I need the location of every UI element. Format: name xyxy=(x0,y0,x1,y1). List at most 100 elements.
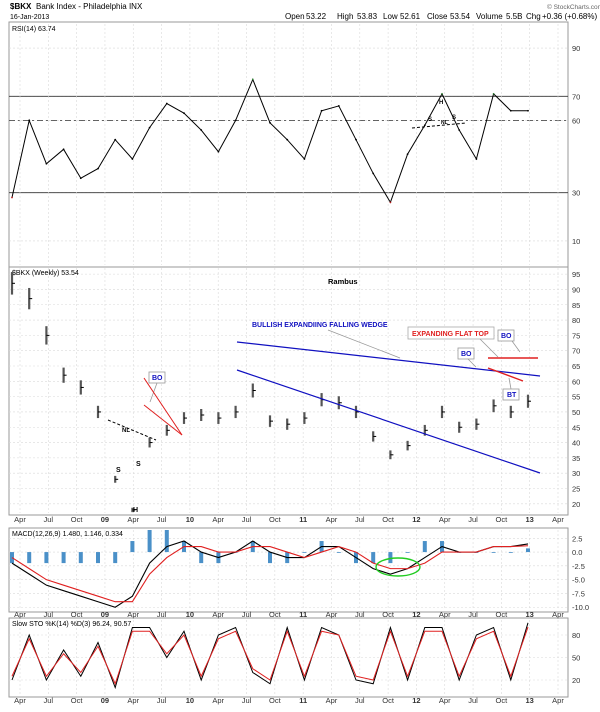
macd-line xyxy=(11,540,529,608)
rsi-point xyxy=(11,196,13,199)
y-tick-label: -10.0 xyxy=(572,603,589,612)
header-name: Bank Index - Philadelphia INX xyxy=(36,2,143,11)
sto-label: Slow STO %K(14) %D(3) 96.24, 90.57 xyxy=(12,621,131,628)
macd-label: MACD(12,26,9) 1.480, 1.146, 0.334 xyxy=(12,531,123,538)
bo-box-2 xyxy=(457,347,475,360)
svg-text:53.83: 53.83 xyxy=(357,12,378,21)
x-tick-label: Jul xyxy=(468,515,478,524)
y-tick-label: 40 xyxy=(572,439,580,448)
x-tick-label: Jul xyxy=(157,696,167,705)
y-tick-label: 55 xyxy=(572,393,580,402)
y-tick-label: 30 xyxy=(572,469,580,478)
bo-label-3: BO xyxy=(501,333,512,340)
y-tick-label: 90 xyxy=(572,44,580,53)
y-tick-label: 80 xyxy=(572,316,580,325)
x-tick-label: 13 xyxy=(526,610,534,619)
bo-box-3 xyxy=(497,329,515,342)
rsi-point xyxy=(286,138,289,141)
x-tick-label: 11 xyxy=(299,515,307,524)
macd-histogram-bar xyxy=(405,552,410,553)
x-tick-label: Apr xyxy=(14,696,26,705)
y-tick-label: 30 xyxy=(572,189,580,198)
svg-text:5.5B: 5.5B xyxy=(506,12,522,21)
x-tick-label: Oct xyxy=(269,696,282,705)
flat-top-leader xyxy=(479,338,499,358)
x-tick-label: Oct xyxy=(71,696,84,705)
x-tick-label: Apr xyxy=(212,610,224,619)
x-tick-label: Apr xyxy=(127,696,139,705)
neckline-tag: NL xyxy=(122,428,130,434)
rsi-point xyxy=(389,201,392,204)
y-tick-label: 70 xyxy=(572,92,580,101)
macd-histogram-bar xyxy=(388,552,393,564)
flag-lower-line xyxy=(143,404,183,436)
x-tick-label: 10 xyxy=(186,610,194,619)
macd-histogram-bar xyxy=(199,552,204,564)
x-tick-label: Apr xyxy=(127,515,139,524)
y-tick-label: -2.5 xyxy=(572,562,585,571)
flag-upper-line xyxy=(143,377,183,436)
rsi-point xyxy=(97,167,99,170)
x-tick-label: 13 xyxy=(526,515,534,524)
x-tick-label: Jul xyxy=(242,515,252,524)
price-label: $BKX (Weekly) 53.54 xyxy=(12,270,79,277)
x-tick-label: Oct xyxy=(269,610,282,619)
svg-text:53.22: 53.22 xyxy=(306,12,327,21)
x-tick-label: Jul xyxy=(44,696,54,705)
macd-histogram-bar xyxy=(27,552,32,564)
rsi-point xyxy=(492,92,495,95)
svg-text:High: High xyxy=(337,12,353,21)
rsi-point xyxy=(79,177,82,180)
macd-histogram-bar xyxy=(422,541,427,553)
rsi-point xyxy=(441,92,443,95)
rsi-point xyxy=(475,158,478,160)
y-tick-label: 85 xyxy=(572,301,580,310)
rsi-point xyxy=(458,129,461,131)
x-tick-label: Oct xyxy=(71,610,84,619)
sto-k-line xyxy=(11,622,529,690)
y-tick-label: 45 xyxy=(572,423,580,432)
x-tick-label: Apr xyxy=(439,696,451,705)
header-date: 16-Jan-2013 xyxy=(10,14,49,21)
y-tick-label: 70 xyxy=(572,347,580,356)
rsi-point xyxy=(234,119,237,122)
y-tick-label: 65 xyxy=(572,362,580,371)
x-tick-label: Jul xyxy=(355,515,365,524)
flat-top-label: EXPANDING FLAT TOP xyxy=(412,331,489,338)
sto-d-line xyxy=(11,626,529,686)
rsi-point xyxy=(217,150,220,153)
x-tick-label: Apr xyxy=(439,515,451,524)
y-tick-label: 60 xyxy=(572,377,580,386)
rsi-point xyxy=(251,78,254,81)
rsi-point xyxy=(303,158,306,160)
x-tick-label: Apr xyxy=(326,610,338,619)
x-tick-label: Oct xyxy=(382,610,395,619)
y-tick-label: 10 xyxy=(572,237,580,246)
y-tick-label: 50 xyxy=(572,408,580,417)
rsi-point xyxy=(62,148,65,151)
x-tick-label: Jul xyxy=(242,610,252,619)
bo-label-1: BO xyxy=(152,375,163,382)
x-tick-label: 12 xyxy=(412,610,420,619)
wedge-lower-line xyxy=(236,369,541,474)
watermark: © StockCharts.com xyxy=(547,3,600,11)
rsi-point xyxy=(165,102,168,105)
macd-histogram-bar xyxy=(371,552,376,564)
x-tick-label: Oct xyxy=(71,515,84,524)
rsi-left-shoulder-label: S xyxy=(428,117,432,123)
x-tick-label: 12 xyxy=(412,515,420,524)
rsi-point xyxy=(355,138,357,141)
rsi-point xyxy=(509,109,512,112)
y-tick-label: 2.5 xyxy=(572,534,582,543)
bo-leader-3 xyxy=(511,340,521,353)
price-panel xyxy=(8,266,569,516)
rsi-point xyxy=(372,172,375,175)
x-tick-label: Jul xyxy=(468,696,478,705)
y-tick-label: 60 xyxy=(572,116,580,125)
svg-text:+0.36 (+0.68%): +0.36 (+0.68%) xyxy=(542,12,597,21)
macd-histogram-bar xyxy=(526,548,530,553)
y-tick-label: -5.0 xyxy=(572,576,585,585)
x-tick-label: Apr xyxy=(552,610,564,619)
header-quote: Open 53.22 High 53.83 Low 52.61 Close 53… xyxy=(285,12,597,21)
